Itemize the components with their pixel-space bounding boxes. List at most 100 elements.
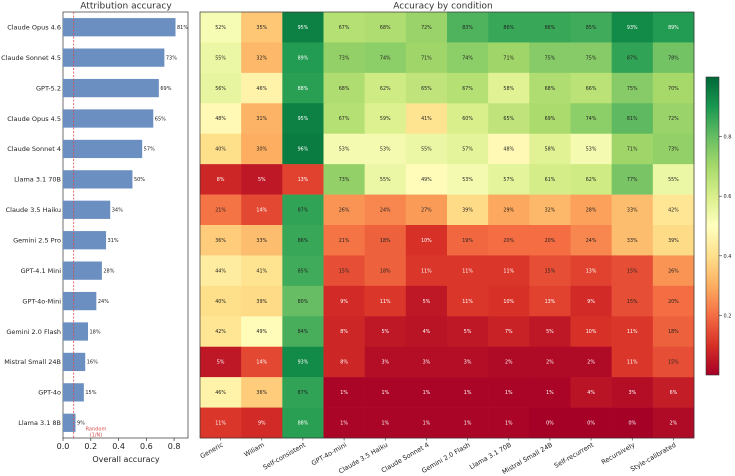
heatmap-cell-label: 1%	[546, 390, 554, 396]
heatmap-cell-label: 1%	[464, 390, 472, 396]
heatmap-cell	[652, 12, 695, 43]
bar	[63, 18, 176, 37]
heatmap-cell	[282, 103, 324, 135]
heatmap-cell-label: 3%	[381, 360, 389, 366]
heatmap-cell	[241, 42, 283, 74]
heatmap-cell-label: 19%	[462, 238, 473, 244]
column-label: Style-calibrated	[629, 441, 677, 474]
heatmap-cell-label: 42%	[215, 329, 226, 335]
bar-value-label: 50%	[134, 177, 145, 183]
heatmap-cell-label: 74%	[380, 55, 391, 61]
heatmap-cell	[323, 194, 365, 226]
heatmap-cell-label: 72%	[668, 116, 679, 122]
heatmap-cell	[405, 316, 448, 348]
heatmap-cell-label: 36%	[215, 238, 226, 244]
heatmap-cell	[447, 42, 489, 74]
heatmap-cell-label: 18%	[380, 268, 391, 274]
heatmap-cell	[611, 225, 654, 256]
heatmap-cell-label: 30%	[256, 147, 267, 153]
heatmap-cell	[570, 12, 612, 43]
heatmap-cell	[323, 285, 365, 317]
heatmap-cell-label: 15%	[627, 299, 638, 305]
bar	[63, 200, 111, 219]
heatmap-cell	[200, 164, 242, 195]
heatmap-cell-label: 4%	[423, 329, 431, 335]
heatmap-cell-label: 68%	[339, 86, 350, 92]
heatmap-cell	[529, 103, 571, 135]
heatmap-cell	[323, 377, 365, 408]
bar-category-label: GPT-4o-Mini	[22, 297, 61, 305]
heatmap-cell	[200, 316, 242, 348]
heatmap-cell	[323, 133, 365, 165]
heatmap-cell-label: 11%	[627, 360, 638, 366]
heatmap-cell-label: 11%	[380, 299, 391, 305]
heatmap-cell-label: 93%	[627, 25, 638, 31]
heatmap-cell	[529, 12, 571, 43]
heatmap-cell	[323, 42, 365, 74]
heatmap-cell-label: 1%	[381, 390, 389, 396]
heatmap-cell	[323, 12, 365, 43]
heatmap-cell-label: 27%	[421, 207, 432, 213]
heatmap-cell-label: 74%	[462, 55, 473, 61]
heatmap-cell	[447, 133, 489, 165]
heatmap-cell	[282, 407, 324, 439]
heatmap-cell	[282, 285, 324, 317]
heatmap-cell	[529, 72, 571, 104]
heatmap-cell	[282, 72, 324, 104]
bar-category-label: Llama 3.1 70B	[14, 176, 61, 184]
heatmap-cell	[447, 164, 489, 195]
heatmap-cell	[652, 407, 695, 439]
heatmap-cell	[364, 194, 407, 226]
heatmap-cell-label: 62%	[586, 177, 597, 183]
heatmap-cell-label: 20%	[503, 238, 514, 244]
heatmap-cell-label: 1%	[423, 420, 431, 426]
heatmap-cell	[488, 72, 530, 104]
heatmap-cell-label: 81%	[627, 116, 638, 122]
bar-value-label: 57%	[144, 147, 155, 153]
heatmap-cell	[652, 164, 695, 195]
heatmap-cell	[488, 42, 530, 74]
heatmap-cell-label: 52%	[215, 25, 226, 31]
heatmap-cell	[488, 225, 530, 256]
heatmap-cell-label: 2%	[587, 360, 595, 366]
heatmap-cell	[405, 407, 448, 439]
heatmap-cell-label: 10%	[421, 238, 432, 244]
heatmap-cell-label: 1%	[464, 420, 472, 426]
heatmap-cell-label: 89%	[298, 55, 309, 61]
heatmap-cell	[447, 12, 489, 43]
heatmap-cell-label: 3%	[464, 360, 472, 366]
heatmap-cell	[282, 133, 324, 165]
heatmap-cell-label: 9%	[258, 420, 266, 426]
heatmap-cell-label: 95%	[298, 25, 309, 31]
heatmap-cell-label: 39%	[668, 238, 679, 244]
heatmap-cell	[529, 285, 571, 317]
colorbar-tick-label: 0.4	[724, 254, 732, 260]
heatmap-cell	[364, 103, 407, 135]
heatmap-cell-label: 1%	[505, 420, 513, 426]
bar-value-label: 69%	[160, 86, 171, 92]
heatmap-cell-label: 8%	[217, 177, 225, 183]
bar	[63, 352, 86, 372]
bar	[63, 291, 97, 311]
heatmap-cell-label: 42%	[668, 207, 679, 213]
heatmap-cell	[323, 103, 365, 135]
heatmap-cell-label: 33%	[256, 238, 267, 244]
heatmap-cell-label: 88%	[298, 420, 309, 426]
heatmap-cell	[405, 72, 448, 104]
heatmap-cell-label: 41%	[256, 268, 267, 274]
heatmap-cell-label: 55%	[215, 55, 226, 61]
heatmap-cell	[488, 103, 530, 135]
heatmap-cell-label: 15%	[668, 360, 679, 366]
heatmap-cell	[570, 285, 612, 317]
heatmap-cell-label: 39%	[256, 299, 267, 305]
heatmap-cell	[529, 346, 571, 378]
heatmap-cell-label: 67%	[339, 116, 350, 122]
heatmap-cell	[447, 377, 489, 408]
heatmap-cell-label: 87%	[298, 207, 309, 213]
heatmap-cell-label: 48%	[215, 116, 226, 122]
heatmap-cell	[447, 285, 489, 317]
heatmap-cell	[200, 72, 242, 104]
heatmap-cell-label: 83%	[462, 25, 473, 31]
heatmap-cell	[405, 285, 448, 317]
heatmap-cell-label: 55%	[380, 177, 391, 183]
